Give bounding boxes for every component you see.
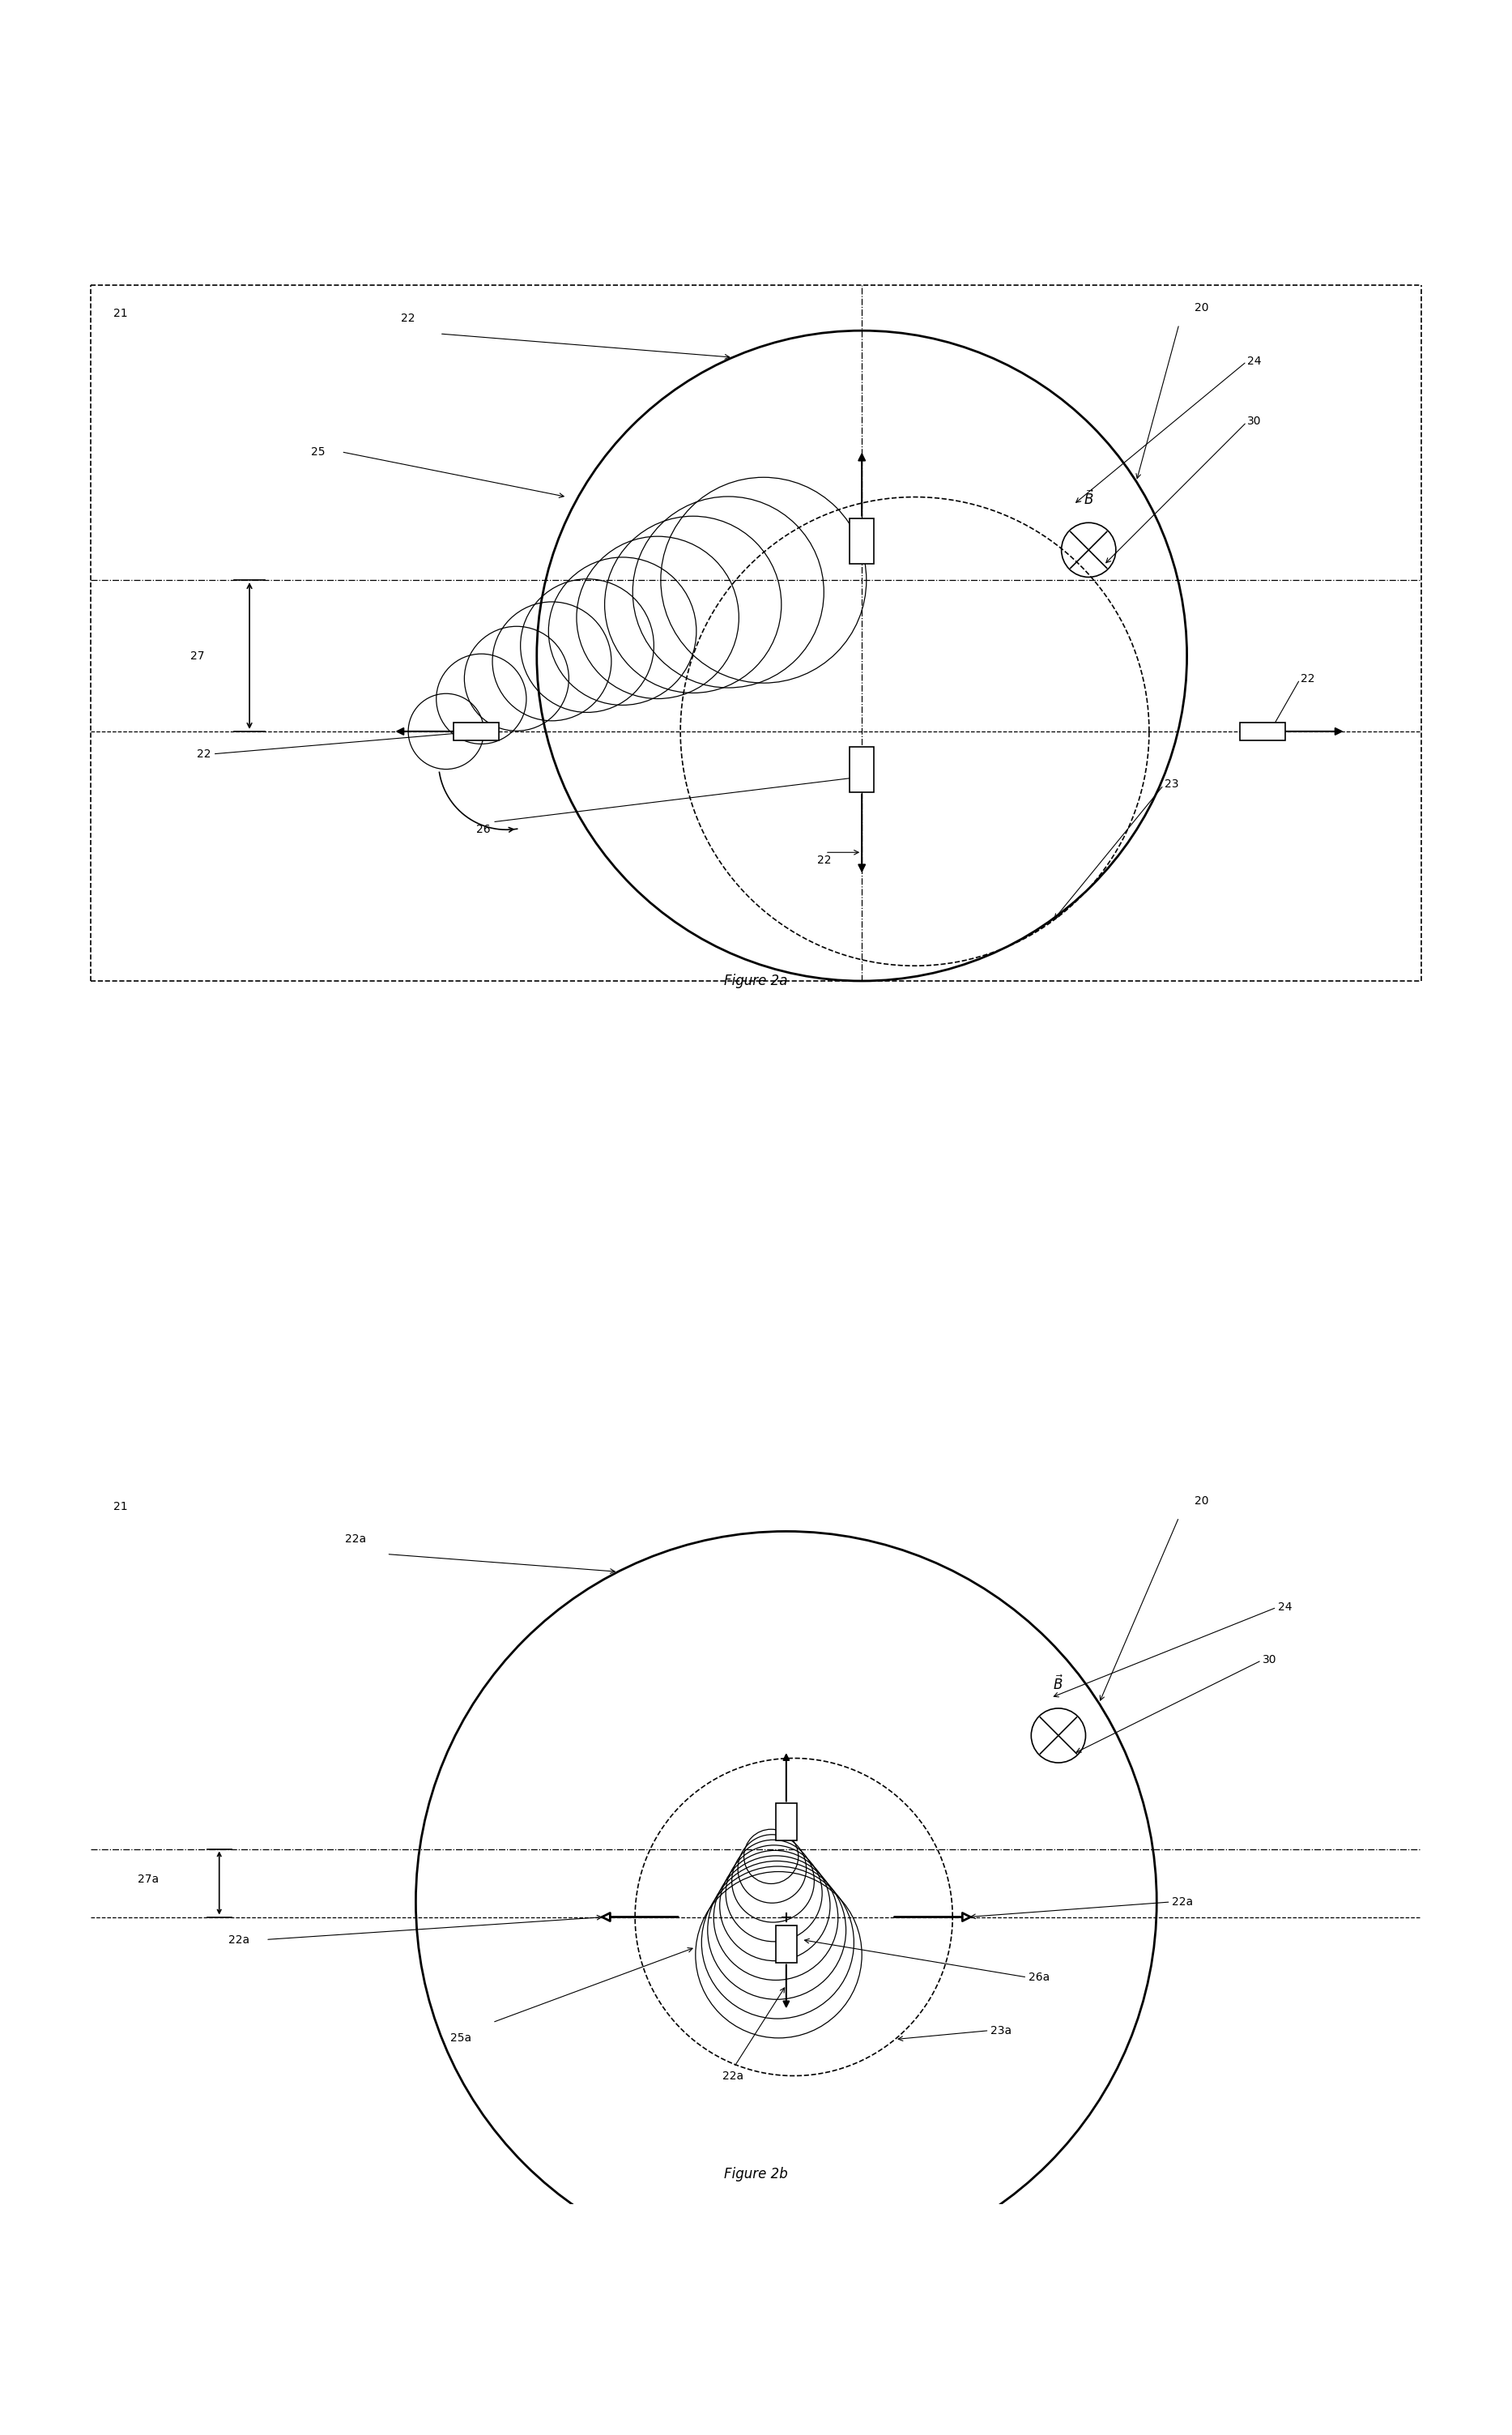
Text: 22: 22 xyxy=(1300,672,1314,684)
Text: 20: 20 xyxy=(1194,302,1208,314)
Text: 21: 21 xyxy=(113,307,127,319)
Text: 22: 22 xyxy=(401,312,416,324)
Text: 22: 22 xyxy=(816,855,832,864)
Text: 25a: 25a xyxy=(451,2033,472,2043)
Text: 27: 27 xyxy=(191,650,204,662)
Text: 24: 24 xyxy=(1247,356,1261,368)
Text: 23a: 23a xyxy=(990,2026,1012,2036)
Text: 22a: 22a xyxy=(345,1534,366,1544)
Bar xyxy=(776,1802,797,1841)
Text: 26: 26 xyxy=(476,823,490,835)
Bar xyxy=(454,723,499,740)
Text: 21: 21 xyxy=(113,1500,127,1512)
Text: 30: 30 xyxy=(1263,1653,1276,1666)
Text: 30: 30 xyxy=(1247,416,1261,426)
Bar xyxy=(850,519,874,562)
Text: $\vec{B}$: $\vec{B}$ xyxy=(1083,489,1095,506)
Text: 22: 22 xyxy=(197,748,210,760)
Text: 24: 24 xyxy=(1278,1602,1291,1612)
Text: $\vec{B}$: $\vec{B}$ xyxy=(1052,1675,1064,1692)
Text: 22a: 22a xyxy=(228,1933,249,1946)
Text: 25: 25 xyxy=(311,446,325,458)
Text: Figure 2b: Figure 2b xyxy=(724,2167,788,2182)
Text: Figure 2a: Figure 2a xyxy=(724,974,788,989)
Bar xyxy=(776,1926,797,1963)
Text: 22a: 22a xyxy=(1172,1897,1193,1907)
Bar xyxy=(850,748,874,791)
Text: 20: 20 xyxy=(1194,1495,1208,1507)
Text: 22a: 22a xyxy=(723,2070,744,2082)
Text: 23: 23 xyxy=(1164,779,1178,789)
Bar xyxy=(1240,723,1285,740)
Text: 27a: 27a xyxy=(138,1873,159,1885)
Text: 26a: 26a xyxy=(1028,1972,1049,1982)
